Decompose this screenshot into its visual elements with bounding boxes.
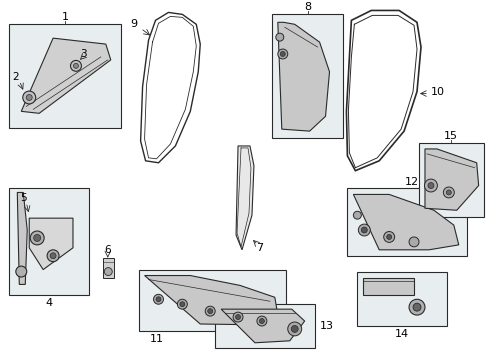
Text: 14: 14 [395,329,409,339]
Circle shape [259,319,265,324]
Circle shape [30,231,44,245]
Circle shape [409,237,419,247]
Circle shape [257,316,267,326]
Circle shape [428,183,434,189]
Bar [9,24,121,128]
Circle shape [358,224,370,236]
Circle shape [16,266,27,277]
Text: 10: 10 [431,86,445,96]
Text: 6: 6 [104,245,111,255]
Text: 15: 15 [444,131,458,141]
Circle shape [446,190,451,195]
Circle shape [156,297,161,302]
Polygon shape [425,149,479,210]
Circle shape [71,60,81,71]
Circle shape [233,312,243,322]
Circle shape [74,63,78,68]
Circle shape [180,302,185,307]
Bar [272,14,343,138]
Bar [139,270,286,331]
Bar [9,189,89,295]
Polygon shape [103,258,114,278]
Polygon shape [236,146,254,250]
Circle shape [208,309,213,314]
Circle shape [50,253,56,259]
Polygon shape [353,194,459,250]
Bar [347,189,467,256]
Circle shape [288,322,302,336]
Polygon shape [21,38,111,113]
Circle shape [26,95,32,100]
Circle shape [278,49,288,59]
Polygon shape [221,309,305,343]
Polygon shape [363,278,414,295]
Bar [419,143,484,217]
Circle shape [424,179,438,192]
Text: 1: 1 [62,12,69,22]
Text: 11: 11 [149,334,164,344]
Circle shape [384,231,394,242]
Circle shape [413,303,421,311]
Circle shape [153,294,164,304]
Circle shape [23,91,36,104]
Polygon shape [278,22,329,131]
Text: 4: 4 [46,298,53,308]
Circle shape [177,299,187,309]
Polygon shape [141,13,200,163]
Circle shape [291,325,298,332]
Text: 7: 7 [256,243,264,253]
Text: 12: 12 [405,176,419,186]
Circle shape [47,250,59,262]
Polygon shape [29,218,73,270]
Circle shape [361,227,368,233]
Circle shape [205,306,215,316]
Polygon shape [145,275,278,325]
Circle shape [276,33,284,41]
Circle shape [34,234,41,242]
Text: 13: 13 [319,321,334,331]
Text: 8: 8 [304,3,311,13]
Text: 5: 5 [20,193,26,203]
Circle shape [443,187,454,198]
Circle shape [387,234,392,239]
Circle shape [104,267,112,275]
Circle shape [280,51,285,57]
Bar [215,304,315,348]
Text: 9: 9 [130,19,137,29]
Circle shape [236,315,241,320]
Text: 3: 3 [81,49,87,59]
Circle shape [409,299,425,315]
Bar [357,271,447,326]
Polygon shape [17,193,27,284]
Text: 2: 2 [12,72,19,82]
Circle shape [353,211,361,219]
Polygon shape [346,10,421,171]
